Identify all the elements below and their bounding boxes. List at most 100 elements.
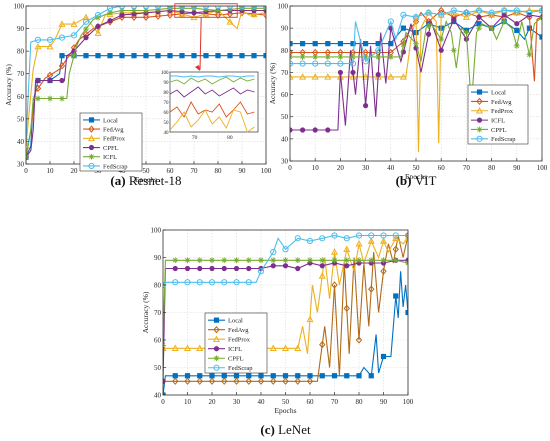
data-point-local: [95, 53, 101, 59]
legend-marker: [476, 117, 483, 123]
y-tick-label: 30: [17, 161, 25, 169]
data-point-cpfl: [337, 54, 344, 60]
data-point-cpfl: [184, 257, 191, 264]
data-point-cpfl: [107, 18, 113, 24]
legend-marker: [88, 117, 95, 123]
data-point-fedscrap: [226, 6, 234, 10]
data-point-fedscrap: [412, 13, 420, 21]
data-point-fedavg: [513, 8, 520, 17]
y-tick-label: 60: [17, 93, 25, 101]
x-tick-label: 90: [380, 398, 388, 406]
inset-y-tick-label: 40: [164, 131, 170, 136]
data-point-cpfl: [294, 257, 301, 264]
data-point-fedscrap: [70, 32, 78, 39]
data-point-icfl: [282, 263, 289, 269]
legend-label: Local: [228, 318, 243, 325]
data-point-fedprox: [387, 73, 395, 80]
data-point-fedscrap: [154, 6, 162, 10]
data-point-fedavg: [294, 377, 301, 385]
data-point-cpfl: [425, 23, 432, 29]
data-point-icfl: [426, 31, 432, 37]
inset-y-tick-label: 80: [164, 91, 170, 96]
legend-label: FedAvg: [103, 127, 124, 134]
data-point-fedavg: [214, 11, 222, 19]
y-tick-label: 80: [281, 47, 289, 55]
data-point-fedavg: [208, 377, 216, 385]
data-point-icfl: [221, 265, 227, 272]
legend-marker: [213, 317, 220, 323]
legend-marker: [213, 326, 220, 334]
data-point-cpfl: [59, 77, 65, 84]
data-point-cpfl: [362, 54, 369, 60]
data-point-icfl: [363, 103, 369, 109]
data-point-icfl: [184, 265, 191, 272]
data-point-icfl: [344, 263, 350, 269]
series-line-local: [290, 20, 542, 45]
legend-marker: [212, 335, 221, 342]
data-point-icfl: [131, 7, 137, 14]
data-point-icfl: [47, 95, 53, 102]
data-point-local: [215, 53, 221, 59]
series-group: [26, 6, 266, 161]
data-point-fedprox: [343, 245, 351, 253]
data-point-cpfl: [368, 257, 375, 264]
y-tick-label: 30: [281, 158, 289, 166]
data-point-cpfl: [119, 12, 125, 18]
data-point-local: [179, 53, 185, 59]
data-point-icfl: [451, 16, 457, 22]
data-point-cpfl: [513, 42, 520, 49]
data-point-fedscrap: [425, 9, 432, 16]
zoom-arrow: [199, 17, 202, 71]
data-point-icfl: [514, 21, 520, 27]
data-point-fedscrap: [387, 18, 394, 25]
data-point-local: [227, 53, 233, 59]
data-point-fedscrap: [319, 235, 326, 242]
legend-box: [467, 84, 529, 145]
data-point-cpfl: [233, 257, 240, 264]
data-point-local: [203, 53, 209, 59]
legend-label: ICFL: [103, 154, 117, 161]
data-point-local: [344, 373, 350, 379]
data-point-fedavg: [319, 340, 326, 349]
data-point-fedavg: [392, 245, 399, 253]
data-point-local: [131, 53, 137, 59]
data-point-cpfl: [356, 257, 362, 264]
data-point-fedprox: [462, 13, 470, 20]
data-point-local: [59, 53, 65, 59]
data-point-fedscrap: [501, 7, 508, 14]
data-point-fedprox: [196, 344, 204, 352]
y-tick-label: 40: [17, 138, 25, 146]
inset-series-fedavg: [169, 101, 255, 118]
data-point-local: [270, 373, 276, 379]
data-point-cpfl: [488, 25, 495, 32]
legend-label: Local: [103, 117, 118, 124]
data-point-local: [362, 41, 369, 47]
data-point-cpfl: [400, 41, 407, 48]
figure-caption: (c) LeNet: [260, 422, 311, 437]
chart-panel-1: 0 10 20 30 40 50 60 70 80 90 100 30 40 50 60 70 80 90 100 E…: [268, 3, 548, 189]
data-point-fedavg: [34, 84, 42, 93]
data-point-fedscrap: [450, 7, 457, 14]
data-point-fedprox: [94, 29, 102, 36]
data-point-cpfl: [299, 54, 306, 60]
y-tick-label: 40: [154, 392, 162, 400]
x-tick-label: 30: [362, 164, 370, 172]
legend-label: FedScrap: [103, 163, 128, 170]
data-point-cpfl: [450, 47, 457, 54]
data-point-fedprox: [311, 73, 319, 80]
data-point-fedavg: [368, 285, 375, 293]
data-point-fedprox: [362, 73, 370, 80]
data-point-fedscrap: [172, 279, 179, 286]
data-point-local: [143, 53, 149, 59]
data-point-fedprox: [306, 315, 314, 323]
figure-caption: (a) Resnet-18: [110, 173, 181, 188]
inset-series-icfl: [169, 76, 255, 85]
legend-marker: [88, 162, 95, 170]
x-tick-label: 10: [312, 164, 320, 172]
data-point-fedscrap: [82, 18, 90, 25]
y-tick-label: 40: [281, 135, 289, 143]
y-tick-label: 60: [281, 91, 289, 99]
data-point-fedavg: [221, 377, 228, 385]
data-point-cpfl: [392, 257, 399, 264]
